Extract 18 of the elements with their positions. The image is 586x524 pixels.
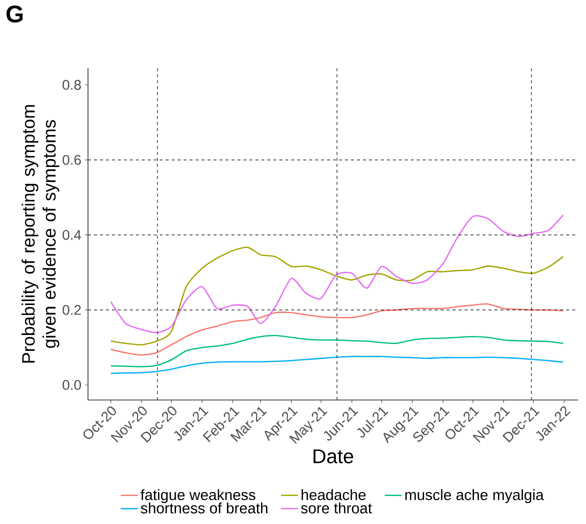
legend-label: fatigue weakness	[140, 489, 256, 504]
y-tick-label: 0.4	[62, 230, 82, 240]
text: G	[6, 6, 23, 22]
line-series	[110, 334, 564, 368]
y-tick-label: 0.8	[62, 80, 81, 90]
line-series	[110, 303, 564, 356]
y-tick-label: 0.2	[62, 305, 81, 315]
line-series	[110, 356, 564, 374]
line-series	[110, 246, 564, 346]
legend-label: headache	[302, 489, 366, 500]
y-tick-label: 0.6	[62, 154, 81, 165]
legend-label: muscle ache myalgia	[405, 489, 544, 504]
y-tick-label: 0.0	[62, 380, 81, 390]
legend-label: shortness of breath	[140, 502, 268, 514]
x-axis-title: Date	[314, 449, 354, 464]
y-axis-title: Probability of reporting symptom given evidence of symptoms	[22, 105, 60, 363]
legend-label: sore throat	[301, 502, 372, 514]
line-series	[110, 214, 564, 334]
